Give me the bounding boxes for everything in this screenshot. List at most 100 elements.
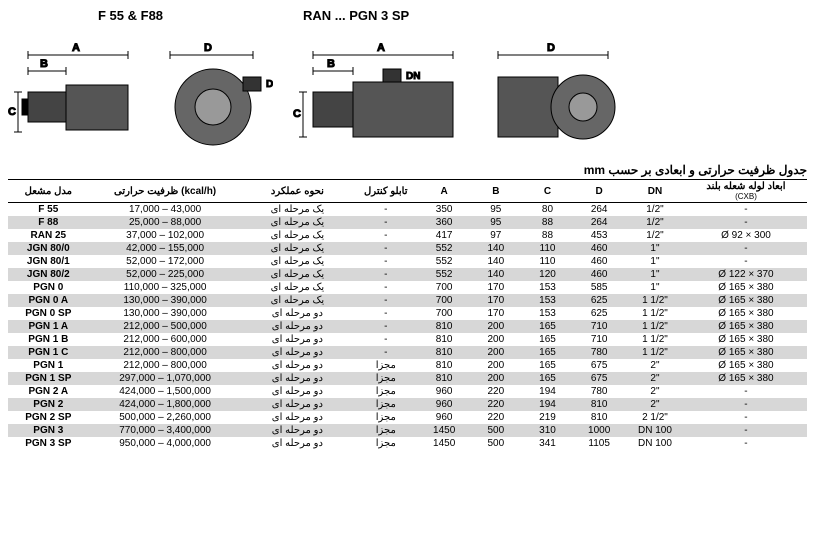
table-cell: دو مرحله ای [242,398,354,411]
table-cell: - [685,398,807,411]
table-cell: دو مرحله ای [242,346,354,359]
table-cell: 170 [470,281,522,294]
table-cell: F 55 [8,203,89,217]
table-cell: 200 [470,346,522,359]
table-cell: 460 [573,268,625,281]
th-dn: DN [625,180,685,203]
table-cell: 1 1/2" [625,320,685,333]
table-cell: 1/2" [625,203,685,217]
table-cell: 97 [470,229,522,242]
table-cell: 341 [522,437,574,450]
table-cell: PGN 2 SP [8,411,89,424]
table-cell: 810 [418,346,470,359]
table-cell: 153 [522,281,574,294]
table-cell: 42,000 – 155,000 [89,242,242,255]
table-cell: 780 [573,346,625,359]
table-cell: 1" [625,268,685,281]
table-row: PGN 0 SP130,000 – 390,000دو مرحله ای-700… [8,307,807,320]
table-cell: JGN 80/0 [8,242,89,255]
table-cell: PGN 1 C [8,346,89,359]
table-cell: PGN 0 A [8,294,89,307]
table-cell: 153 [522,307,574,320]
table-cell: 625 [573,294,625,307]
table-cell: مجزا [353,372,418,385]
table-cell: 780 [573,385,625,398]
table-cell: JGN 80/2 [8,268,89,281]
table-cell: 95 [470,216,522,229]
table-cell: - [353,281,418,294]
table-cell: - [353,294,418,307]
table-cell: 810 [418,320,470,333]
table-cell: 960 [418,411,470,424]
table-row: PGN 3770,000 – 3,400,000دو مرحله ایمجزا1… [8,424,807,437]
table-cell: 960 [418,398,470,411]
table-cell: Ø 165 × 380 [685,320,807,333]
table-cell: - [685,437,807,450]
table-cell: 200 [470,372,522,385]
table-cell: 110,000 – 325,000 [89,281,242,294]
table-cell: 95 [470,203,522,217]
table-cell: 1450 [418,437,470,450]
table-cell: 700 [418,281,470,294]
table-cell: یک مرحله ای [242,229,354,242]
table-cell: 52,000 – 225,000 [89,268,242,281]
table-cell: PGN 3 [8,424,89,437]
table-cell: 710 [573,320,625,333]
table-cell: Ø 165 × 380 [685,281,807,294]
table-cell: 417 [418,229,470,242]
table-cell: 165 [522,333,574,346]
diagram-f55-front: D DN [158,37,273,157]
table-cell: دو مرحله ای [242,411,354,424]
svg-text:B: B [40,58,48,70]
svg-text:DN: DN [266,79,273,90]
table-cell: 1" [625,281,685,294]
table-cell: مجزا [353,385,418,398]
table-cell: 212,000 – 500,000 [89,320,242,333]
table-cell: 424,000 – 1,800,000 [89,398,242,411]
table-cell: 88 [522,229,574,242]
table-cell: 675 [573,372,625,385]
table-cell: 810 [418,333,470,346]
svg-text:C: C [293,108,301,120]
table-cell: - [685,255,807,268]
table-cell: 810 [573,411,625,424]
series-label-right: RAN ... PGN 3 SP [303,8,409,23]
table-cell: 1450 [418,424,470,437]
table-cell: 460 [573,242,625,255]
table-cell: 17,000 – 43,000 [89,203,242,217]
table-cell: - [353,255,418,268]
table-cell: دو مرحله ای [242,437,354,450]
table-cell: PGN 1 SP [8,372,89,385]
svg-text:D: D [547,42,555,54]
table-cell: مجزا [353,398,418,411]
table-row: F 5517,000 – 43,000یک مرحله ای-350958026… [8,203,807,217]
table-row: PGN 1212,000 – 800,000دو مرحله ایمجزا810… [8,359,807,372]
table-cell: یک مرحله ای [242,294,354,307]
table-cell: دو مرحله ای [242,307,354,320]
table-cell: 1" [625,255,685,268]
table-cell: 2" [625,372,685,385]
table-cell: 810 [573,398,625,411]
table-cell: PGN 0 [8,281,89,294]
table-row: PGN 1 SP297,000 – 1,070,000دو مرحله ایمج… [8,372,807,385]
table-cell: - [353,216,418,229]
table-cell: 700 [418,294,470,307]
table-caption: جدول ظرفیت حرارتی و ابعادی بر حسب mm [8,163,807,177]
table-cell: - [685,216,807,229]
table-cell: 360 [418,216,470,229]
table-cell: 52,000 – 172,000 [89,255,242,268]
table-cell: - [353,320,418,333]
table-row: PGN 1 A212,000 – 500,000دو مرحله ای-8102… [8,320,807,333]
table-cell: 1000 [573,424,625,437]
table-cell: دو مرحله ای [242,359,354,372]
table-cell: 700 [418,307,470,320]
table-cell: PGN 1 B [8,333,89,346]
table-row: JGN 80/152,000 – 172,000یک مرحله ای-5521… [8,255,807,268]
table-cell: مجزا [353,359,418,372]
table-cell: 1 1/2" [625,346,685,359]
table-cell: 960 [418,385,470,398]
svg-text:B: B [327,58,335,70]
table-cell: 2" [625,359,685,372]
table-cell: 710 [573,333,625,346]
table-cell: یک مرحله ای [242,268,354,281]
